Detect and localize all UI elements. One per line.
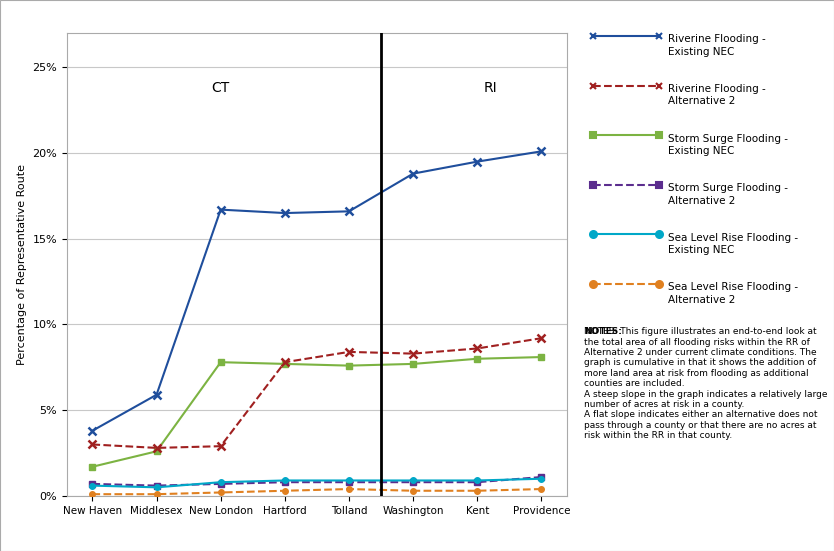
Text: Sea Level Rise Flooding -
Existing NEC: Sea Level Rise Flooding - Existing NEC [668, 233, 798, 255]
Text: NOTES:: NOTES: [584, 327, 621, 336]
Text: RI: RI [484, 81, 497, 95]
Text: Storm Surge Flooding -
Alternative 2: Storm Surge Flooding - Alternative 2 [668, 183, 788, 206]
Text: Riverine Flooding -
Existing NEC: Riverine Flooding - Existing NEC [668, 34, 766, 57]
Text: Storm Surge Flooding -
Existing NEC: Storm Surge Flooding - Existing NEC [668, 133, 788, 156]
Text: NOTES: This figure illustrates an end-to-end look at the total area of all flood: NOTES: This figure illustrates an end-to… [584, 327, 827, 440]
Y-axis label: Percentage of Representative Route: Percentage of Representative Route [17, 164, 27, 365]
Text: Riverine Flooding -
Alternative 2: Riverine Flooding - Alternative 2 [668, 84, 766, 106]
Text: Sea Level Rise Flooding -
Alternative 2: Sea Level Rise Flooding - Alternative 2 [668, 282, 798, 305]
Text: CT: CT [212, 81, 230, 95]
